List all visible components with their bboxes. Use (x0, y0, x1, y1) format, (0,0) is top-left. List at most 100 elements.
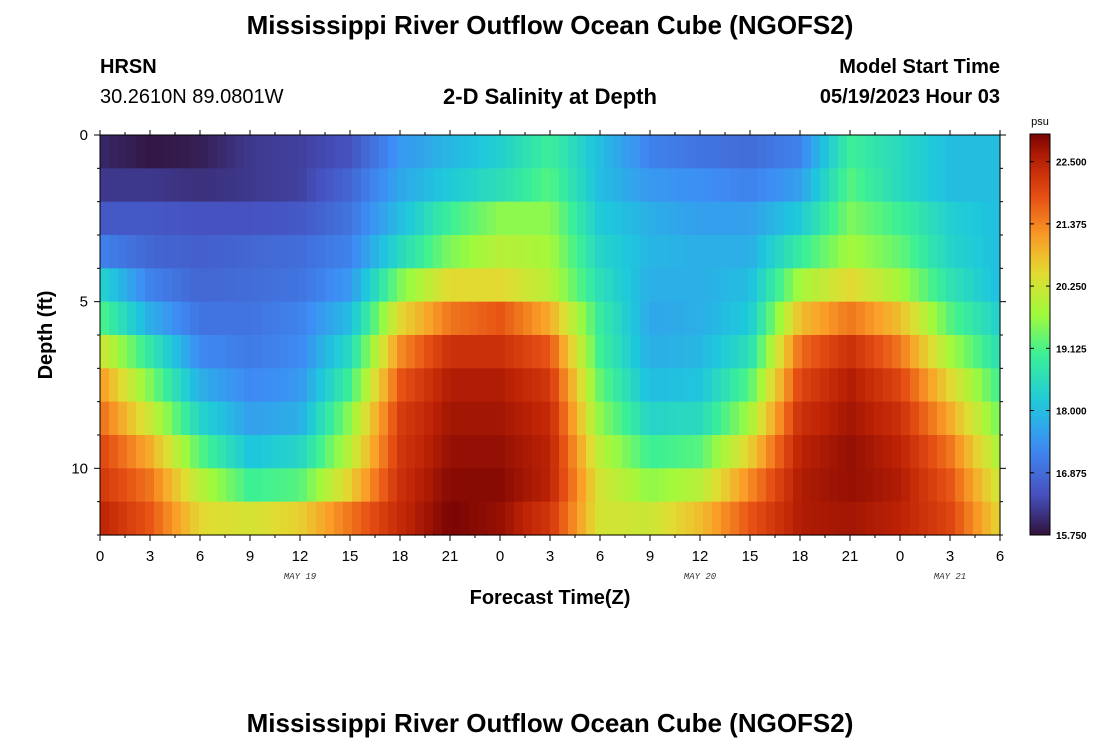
heatmap-cell (262, 435, 272, 469)
heatmap-cell (514, 301, 524, 336)
heatmap-cell (910, 201, 920, 236)
heatmap-cell (631, 235, 641, 269)
heatmap-cell (460, 201, 470, 236)
x-tick-label: 21 (442, 548, 459, 565)
heatmap-cell (370, 468, 380, 503)
heatmap-cell (982, 135, 992, 169)
heatmap-cell (631, 501, 641, 536)
heatmap-cell (577, 335, 587, 369)
heatmap-cell (226, 501, 236, 536)
heatmap-cell (244, 301, 254, 336)
heatmap-cell (910, 301, 920, 336)
heatmap-cell (730, 468, 740, 503)
heatmap-cell (838, 501, 848, 536)
heatmap-cell (847, 301, 857, 336)
heatmap-cell (901, 401, 911, 436)
heatmap-cell (298, 268, 308, 303)
heatmap-cell (991, 335, 1001, 369)
heatmap-cell (982, 435, 992, 469)
heatmap-cell (604, 135, 614, 169)
heatmap-cell (541, 401, 551, 436)
heatmap-cell (739, 268, 749, 303)
heatmap-cell (424, 235, 434, 269)
heatmap-cell (406, 435, 416, 469)
heatmap-cell (613, 435, 623, 469)
heatmap-cell (883, 301, 893, 336)
date-labels: MAY 19 MAY 20 MAY 21 (284, 572, 966, 582)
heatmap-cell (991, 168, 1001, 203)
heatmap-cell (181, 235, 191, 269)
heatmap-cell (730, 201, 740, 236)
heatmap-cell (532, 335, 542, 369)
heatmap-cell (640, 235, 650, 269)
heatmap-cell (181, 468, 191, 503)
heatmap-cell (154, 335, 164, 369)
heatmap-cell (514, 135, 524, 169)
heatmap-cell (613, 501, 623, 536)
heatmap-cell (766, 468, 776, 503)
heatmap-cell (217, 268, 227, 303)
heatmap-cell (766, 201, 776, 236)
heatmap-cell (883, 168, 893, 203)
heatmap-cell (586, 301, 596, 336)
x-tick-label: 15 (742, 548, 759, 565)
heatmap-cell (118, 301, 128, 336)
heatmap-cell (883, 335, 893, 369)
heatmap-cell (802, 301, 812, 336)
heatmap-cell (928, 135, 938, 169)
heatmap-cell (874, 168, 884, 203)
heatmap-cell (163, 135, 173, 169)
heatmap-cell (559, 435, 569, 469)
heatmap-cell (937, 468, 947, 503)
heatmap-cell (379, 435, 389, 469)
heatmap-cell (757, 401, 767, 436)
heatmap-cell (271, 235, 281, 269)
heatmap-cell (496, 501, 506, 536)
heatmap-cell (235, 501, 245, 536)
heatmap-cell (478, 501, 488, 536)
heatmap-cell (982, 201, 992, 236)
heatmap-cell (442, 201, 452, 236)
heatmap-cell (271, 268, 281, 303)
heatmap-cell (379, 401, 389, 436)
heatmap-cell (199, 501, 209, 536)
heatmap-cell (658, 501, 668, 536)
heatmap-cell (676, 335, 686, 369)
heatmap-cell (613, 401, 623, 436)
heatmap-cell (271, 468, 281, 503)
heatmap-cell (910, 268, 920, 303)
heatmap-cell (136, 235, 146, 269)
heatmap-cell (442, 435, 452, 469)
heatmap-cell (307, 368, 317, 403)
heatmap-cell (649, 335, 659, 369)
heatmap-cell (154, 168, 164, 203)
heatmap-cell (235, 168, 245, 203)
heatmap-cell (910, 468, 920, 503)
heatmap-cell (649, 501, 659, 536)
heatmap-cell (820, 268, 830, 303)
heatmap-cell (235, 201, 245, 236)
heatmap-cell (451, 401, 461, 436)
colorbar-ticks: 15.750 16.875 18.000 19.125 20.250 21.375 22.5… (1030, 158, 1087, 542)
heatmap-cell (613, 235, 623, 269)
heatmap-cell (928, 501, 938, 536)
heatmap-cell (352, 235, 362, 269)
heatmap-cell (856, 168, 866, 203)
heatmap-cell (127, 235, 137, 269)
heatmap-cell (190, 335, 200, 369)
heatmap-cell (253, 435, 263, 469)
heatmap-cell (460, 168, 470, 203)
heatmap-cell (946, 368, 956, 403)
heatmap-cell (802, 435, 812, 469)
heatmap-cell (469, 201, 479, 236)
heatmap-cell (757, 435, 767, 469)
heatmap-cell (307, 435, 317, 469)
heatmap-cell (946, 268, 956, 303)
heatmap-cell (469, 435, 479, 469)
heatmap-cell (793, 501, 803, 536)
heatmap-cell (433, 235, 443, 269)
heatmap-cell (775, 501, 785, 536)
heatmap-cell (154, 401, 164, 436)
heatmap-cell (505, 501, 515, 536)
heatmap-cell (694, 335, 704, 369)
